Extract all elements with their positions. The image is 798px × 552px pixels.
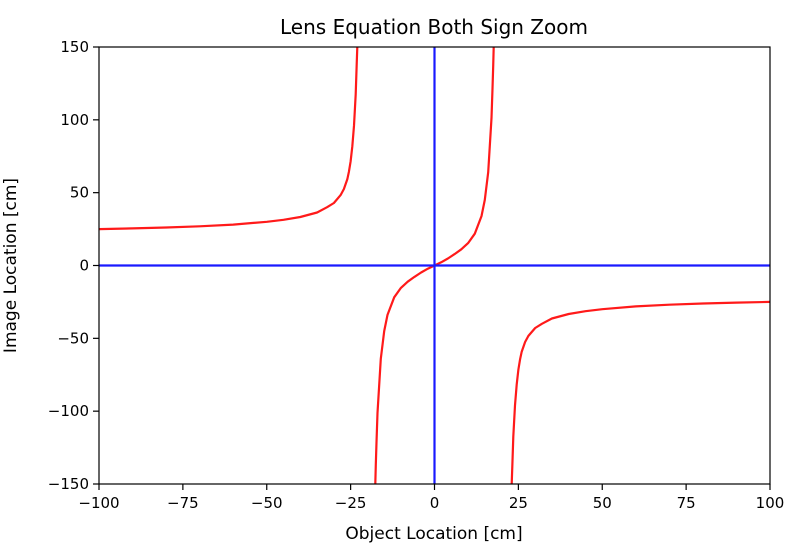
y-axis-ticks: −150 −100 −50 0 50 100 150 — [48, 38, 99, 493]
y-tick-label: 100 — [60, 111, 89, 129]
chart-title: Lens Equation Both Sign Zoom — [280, 15, 588, 39]
series-0-segment-0 — [98, 46, 359, 231]
x-tick-label: −25 — [335, 494, 367, 512]
x-axis-ticks: −100 −75 −50 −25 0 25 50 75 100 — [78, 484, 784, 512]
x-axis-label: Object Location [cm] — [345, 524, 522, 544]
x-tick-label: 25 — [509, 494, 528, 512]
y-tick-label: −50 — [57, 329, 89, 347]
x-tick-label: 75 — [677, 494, 696, 512]
series-0-segment-2 — [510, 300, 771, 485]
x-tick-label: −100 — [78, 494, 119, 512]
y-axis-label: Image Location [cm] — [1, 178, 21, 353]
y-tick-label: −100 — [48, 402, 89, 420]
series-layer — [98, 46, 771, 485]
x-tick-label: 50 — [593, 494, 612, 512]
y-tick-label: 150 — [60, 38, 89, 56]
y-tick-label: −150 — [48, 475, 89, 493]
y-tick-label: 0 — [79, 257, 89, 275]
x-tick-label: 0 — [430, 494, 440, 512]
y-tick-label: 50 — [70, 184, 89, 202]
x-tick-label: 100 — [756, 494, 785, 512]
x-tick-label: −50 — [251, 494, 283, 512]
x-tick-label: −75 — [167, 494, 199, 512]
